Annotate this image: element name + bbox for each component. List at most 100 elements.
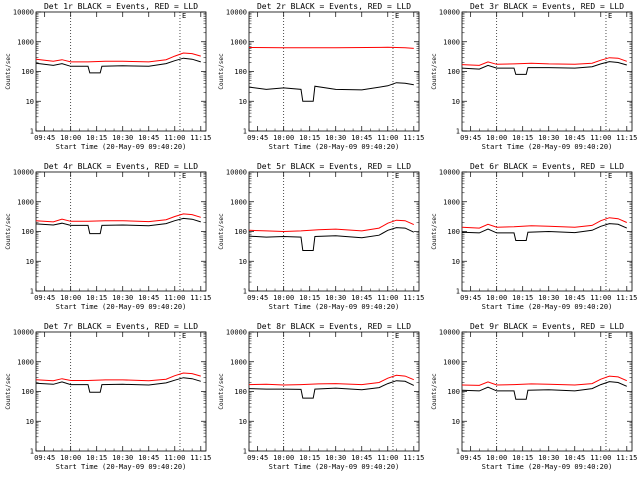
series-lld-line [461, 375, 628, 386]
x-tick-label: 10:00 [273, 134, 294, 142]
x-tick-label: 09:45 [34, 294, 55, 302]
x-tick-label: 11:15 [403, 294, 424, 302]
y-tick-label: 10 [452, 258, 460, 266]
event-marker-label: E [182, 332, 186, 340]
x-tick-label: 11:00 [590, 134, 611, 142]
x-tick-label: 10:15 [86, 454, 107, 462]
y-tick-label: 1 [30, 128, 34, 136]
y-tick-label: 1000 [230, 38, 247, 46]
y-tick-label: 10 [26, 258, 34, 266]
y-tick-label: 1000 [230, 198, 247, 206]
x-tick-label: 10:00 [486, 294, 507, 302]
x-tick-label: 10:30 [538, 134, 559, 142]
y-tick-label: 10000 [13, 169, 34, 177]
x-tick-label: 10:15 [86, 134, 107, 142]
x-tick-label: 11:00 [164, 294, 185, 302]
chart-svg: Det 6r BLACK = Events, RED = LLD 1 10 100 10… [431, 162, 637, 311]
y-tick-label: 10 [26, 418, 34, 426]
chart-svg: Det 3r BLACK = Events, RED = LLD 1 10 100 10… [431, 2, 637, 151]
y-axis-title: Counts/sec [218, 373, 225, 410]
y-tick-label: 1000 [17, 358, 34, 366]
x-tick-label: 09:45 [460, 454, 481, 462]
x-tick-label: 10:15 [512, 134, 533, 142]
x-tick-label: 10:30 [538, 454, 559, 462]
series-events-line [35, 217, 201, 235]
y-tick-label: 100 [447, 228, 460, 236]
x-tick-label: 10:15 [512, 454, 533, 462]
x-tick-label: 10:30 [112, 134, 133, 142]
y-tick-label: 100 [21, 68, 34, 76]
x-tick-label: 11:15 [616, 294, 637, 302]
y-tick-label: 1 [243, 288, 247, 296]
y-tick-label: 1 [243, 448, 247, 456]
y-tick-label: 100 [447, 388, 460, 396]
chart-panel-6: Det 6r BLACK = Events, RED = LLD 1 10 100 10… [426, 160, 639, 320]
chart-svg: Det 7r BLACK = Events, RED = LLD 1 10 100 10… [5, 322, 211, 471]
series-events-line [461, 223, 628, 241]
x-tick-label: 10:45 [564, 134, 585, 142]
chart-title: Det 1r BLACK = Events, RED = LLD [44, 2, 198, 11]
x-tick-label: 11:00 [590, 454, 611, 462]
chart-panel-5: Det 5r BLACK = Events, RED = LLD 1 10 100 10… [213, 160, 426, 320]
x-tick-label: 11:15 [190, 454, 211, 462]
y-tick-label: 1 [456, 128, 460, 136]
chart-panel-2: Det 2r BLACK = Events, RED = LLD 1 10 100 10… [213, 0, 426, 160]
chart-title: Det 7r BLACK = Events, RED = LLD [44, 322, 198, 331]
series-events-line [461, 381, 628, 400]
x-tick-label: 10:45 [138, 294, 159, 302]
x-tick-label: 10:15 [512, 294, 533, 302]
event-marker-label: E [395, 12, 399, 20]
x-tick-label: 10:15 [86, 294, 107, 302]
x-tick-label: 10:30 [112, 294, 133, 302]
y-axis-title: Counts/sec [431, 213, 438, 250]
y-tick-label: 1 [30, 288, 34, 296]
x-tick-label: 11:15 [616, 134, 637, 142]
x-tick-label: 10:30 [325, 454, 346, 462]
y-tick-label: 10 [26, 98, 34, 106]
chart-panel-7: Det 7r BLACK = Events, RED = LLD 1 10 100 10… [0, 320, 213, 480]
x-tick-label: 10:30 [325, 294, 346, 302]
event-marker-label: E [182, 172, 186, 180]
y-axis-title: Counts/sec [218, 213, 225, 250]
event-marker-label: E [395, 332, 399, 340]
x-tick-label: 10:30 [325, 134, 346, 142]
event-marker-label: E [608, 332, 612, 340]
x-tick-label: 10:45 [351, 294, 372, 302]
x-axis-title: Start Time (20-May-09 09:40:20) [269, 143, 400, 151]
x-tick-label: 10:15 [299, 134, 320, 142]
chart-svg: Det 1r BLACK = Events, RED = LLD 1 10 100 10… [5, 2, 211, 151]
x-tick-label: 10:00 [486, 454, 507, 462]
y-axis-title: Counts/sec [5, 213, 12, 250]
chart-svg: Det 8r BLACK = Events, RED = LLD 1 10 100 10… [218, 322, 424, 471]
x-tick-label: 10:30 [538, 294, 559, 302]
chart-panel-3: Det 3r BLACK = Events, RED = LLD 1 10 100 10… [426, 0, 639, 160]
chart-panel-4: Det 4r BLACK = Events, RED = LLD 1 10 100 10… [0, 160, 213, 320]
x-tick-label: 10:00 [273, 294, 294, 302]
plot-frame [248, 331, 420, 452]
x-tick-label: 10:45 [351, 454, 372, 462]
series-lld-line [461, 57, 627, 66]
x-tick-label: 11:00 [377, 134, 398, 142]
y-tick-label: 1000 [443, 358, 460, 366]
x-tick-label: 09:45 [460, 294, 481, 302]
x-tick-label: 11:00 [164, 134, 185, 142]
chart-title: Det 9r BLACK = Events, RED = LLD [470, 322, 624, 331]
series-lld-line [248, 374, 414, 386]
chart-svg: Det 4r BLACK = Events, RED = LLD 1 10 100 10… [5, 162, 211, 311]
x-tick-label: 10:00 [60, 454, 81, 462]
y-tick-label: 100 [21, 388, 34, 396]
x-axis-title: Start Time (20-May-09 09:40:20) [482, 303, 613, 311]
x-axis-title: Start Time (20-May-09 09:40:20) [482, 143, 613, 151]
plot-frame [248, 11, 420, 132]
chart-panel-8: Det 8r BLACK = Events, RED = LLD 1 10 100 10… [213, 320, 426, 480]
series-events-line [461, 61, 627, 75]
series-lld-line [248, 219, 415, 233]
y-tick-label: 10 [239, 418, 247, 426]
y-tick-label: 1000 [17, 198, 34, 206]
y-axis-title: Counts/sec [5, 373, 12, 410]
x-tick-label: 09:45 [247, 134, 268, 142]
series-events-line [35, 57, 201, 74]
chart-title: Det 3r BLACK = Events, RED = LLD [470, 2, 624, 11]
x-axis-title: Start Time (20-May-09 09:40:20) [56, 143, 187, 151]
